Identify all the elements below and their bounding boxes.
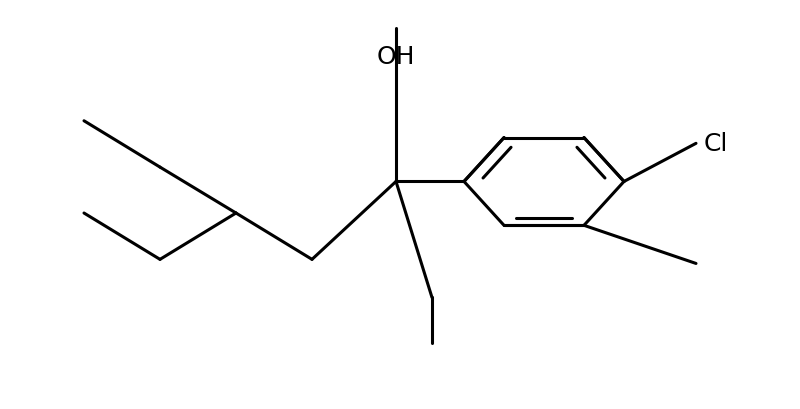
Text: Cl: Cl — [704, 132, 728, 156]
Text: OH: OH — [377, 45, 415, 69]
